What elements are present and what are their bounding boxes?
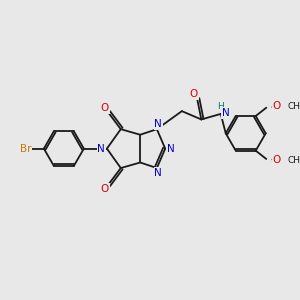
Text: O: O xyxy=(190,89,198,100)
Text: O: O xyxy=(273,101,281,111)
Text: N: N xyxy=(154,168,162,178)
Text: H: H xyxy=(217,103,224,112)
Text: Br: Br xyxy=(20,144,31,154)
Text: O: O xyxy=(101,184,109,194)
Text: O: O xyxy=(273,155,281,165)
Text: N: N xyxy=(98,144,105,154)
Text: CH₃: CH₃ xyxy=(287,156,300,165)
Text: N: N xyxy=(154,119,162,129)
Text: O: O xyxy=(101,103,109,113)
Text: CH₃: CH₃ xyxy=(287,102,300,111)
Text: N: N xyxy=(167,144,175,154)
Text: N: N xyxy=(222,108,230,118)
